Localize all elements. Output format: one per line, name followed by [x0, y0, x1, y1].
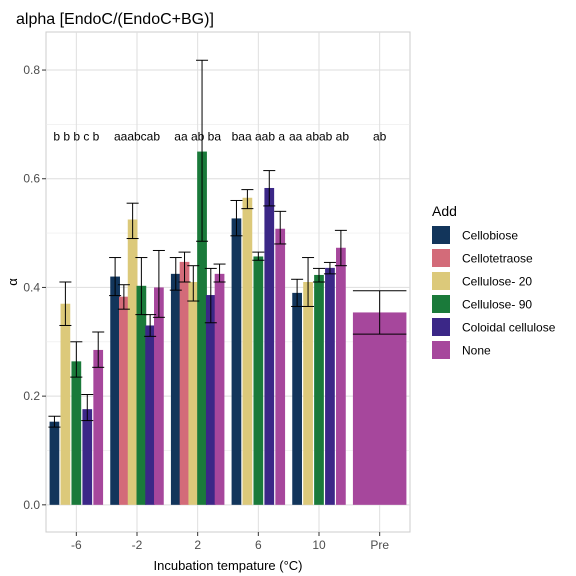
y-tick-label: 0.0 [23, 498, 40, 512]
legend-label: Cellobiose [462, 229, 518, 243]
bar [82, 409, 93, 505]
legend-key [432, 249, 450, 267]
legend-key [432, 318, 450, 336]
significance-label: aa ab ba [174, 129, 221, 143]
significance-label: ab [373, 129, 387, 143]
legend: Add Cellobiose Cellotetraose Cellulose- 20… [432, 203, 556, 359]
legend-key [432, 341, 450, 359]
bar [136, 285, 147, 505]
bar [264, 187, 275, 505]
significance-label: aaabcab [114, 129, 160, 143]
bar [314, 274, 324, 505]
legend-label: None [462, 344, 491, 358]
bar [170, 273, 181, 505]
bar [214, 273, 225, 505]
bar [303, 282, 313, 505]
legend-title: Add [432, 203, 457, 219]
bar [119, 296, 129, 505]
significance-label: b b b c b [53, 129, 99, 143]
y-tick-label: 0.8 [23, 63, 40, 77]
bar [231, 218, 242, 505]
legend-key [432, 226, 450, 244]
legend-label: Cellotetraose [462, 252, 533, 266]
bar [336, 247, 346, 505]
legend-key [432, 295, 450, 313]
bar [154, 287, 164, 505]
plot-panel [45, 31, 411, 533]
bars [49, 151, 407, 505]
bar [127, 219, 138, 505]
chart-title: alpha [EndoC/(EndoC+BG)] [16, 11, 214, 28]
bar [188, 282, 199, 505]
legend-label: Coloidal cellulose [462, 321, 556, 335]
bar [292, 292, 302, 505]
bar [242, 197, 253, 505]
x-axis-label: Incubation tempature (°C) [154, 558, 303, 573]
x-tick-label: 6 [255, 538, 262, 552]
legend-label: Cellulose- 90 [462, 298, 532, 312]
legend-key [432, 272, 450, 290]
bar [253, 256, 264, 505]
y-tick-label: 0.6 [23, 172, 40, 186]
bar [145, 325, 155, 505]
bar [179, 261, 190, 505]
bar [71, 361, 82, 505]
error-bars [48, 59, 407, 428]
x-tick-label: -6 [71, 538, 82, 552]
bar [110, 276, 120, 505]
significance-labels: b b b c b aaabcab aa ab ba baa aab a aa abab… [53, 129, 386, 143]
bar [275, 228, 286, 505]
bar [205, 295, 216, 505]
bar [93, 349, 104, 505]
x-tick-label: 10 [312, 538, 326, 552]
x-tick-label: Pre [370, 538, 389, 552]
legend-label: Cellulose- 20 [462, 275, 532, 289]
significance-label: baa aab a [232, 129, 286, 143]
y-tick-label: 0.4 [23, 280, 40, 294]
gridlines [46, 32, 410, 532]
bar [325, 267, 335, 505]
significance-label: aa abab ab [289, 129, 349, 143]
y-tick-label: 0.2 [23, 389, 40, 403]
bar [197, 151, 207, 505]
y-axis-label: α [5, 278, 20, 286]
bar [60, 303, 71, 505]
y-axis-ticks: 0.0 0.2 0.4 0.6 0.8 [23, 63, 46, 512]
bar [352, 312, 407, 505]
x-tick-label: -2 [132, 538, 143, 552]
bar [49, 421, 60, 505]
x-axis-ticks: -6 -2 2 6 10 Pre [71, 532, 389, 552]
x-tick-label: 2 [194, 538, 201, 552]
